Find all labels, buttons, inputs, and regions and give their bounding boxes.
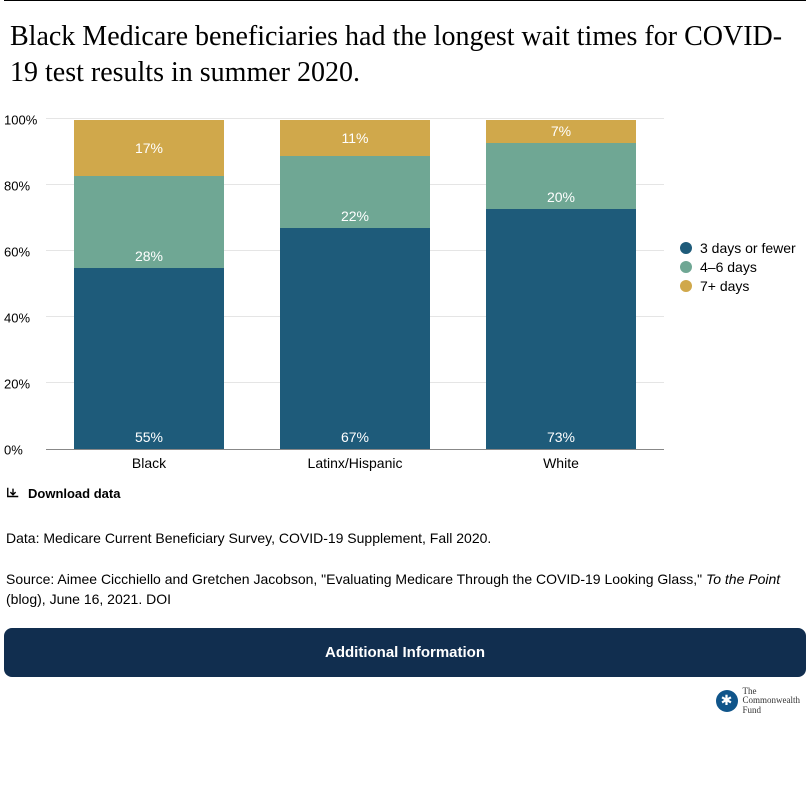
bar-segment: 11%	[280, 120, 430, 156]
legend-label: 4–6 days	[700, 259, 757, 275]
plot-area: 17%28%55%Black 11%22%67%Latinx/Hispanic 7%…	[46, 120, 664, 450]
y-tick-label: 80%	[4, 178, 30, 193]
download-label: Download data	[28, 486, 120, 501]
legend-label: 7+ days	[700, 278, 749, 294]
bar-segment: 28%	[74, 176, 224, 268]
bar-segment: 17%	[74, 120, 224, 176]
download-data-button[interactable]: Download data	[0, 472, 810, 501]
y-tick-label: 60%	[4, 244, 30, 259]
legend-item: 3 days or fewer	[680, 240, 796, 256]
bar-segment: 7%	[486, 120, 636, 143]
source-italic: To the Point	[706, 571, 780, 587]
x-tick-label: White	[543, 455, 579, 471]
source-suffix: (blog), June 16, 2021. DOI	[6, 591, 171, 607]
bar-column: 7%20%73%White	[486, 120, 636, 449]
x-tick-label: Latinx/Hispanic	[308, 455, 403, 471]
legend-item: 7+ days	[680, 278, 796, 294]
legend: 3 days or fewer 4–6 days 7+ days	[664, 112, 796, 297]
y-tick-label: 0%	[4, 442, 23, 457]
bars-group: 17%28%55%Black 11%22%67%Latinx/Hispanic 7%…	[46, 120, 664, 449]
legend-swatch	[680, 242, 692, 254]
chart-area: 0%20%40%60%80%100% 17%28%55%Black11%22%6…	[4, 112, 664, 472]
commonwealth-fund-icon: ✱	[716, 690, 738, 712]
legend-label: 3 days or fewer	[700, 240, 796, 256]
bar-segment: 55%	[74, 268, 224, 449]
bar-column: 17%28%55%Black	[74, 120, 224, 449]
legend-item: 4–6 days	[680, 259, 796, 275]
bar-segment: 20%	[486, 143, 636, 209]
y-tick-label: 100%	[4, 112, 37, 127]
chart-container: Black Medicare beneficiaries had the lon…	[0, 0, 810, 716]
y-tick-label: 20%	[4, 376, 30, 391]
y-tick-label: 40%	[4, 310, 30, 325]
download-icon	[6, 486, 20, 500]
bar-segment: 22%	[280, 156, 430, 228]
gridline	[46, 118, 664, 119]
source-prefix: Source: Aimee Cicchiello and Gretchen Ja…	[6, 571, 706, 587]
chart-title: Black Medicare beneficiaries had the lon…	[0, 1, 810, 102]
logo-text: The Commonwealth Fund	[743, 687, 801, 717]
legend-swatch	[680, 261, 692, 273]
logo-row: ✱ The Commonwealth Fund	[0, 677, 810, 717]
logo-line3: Fund	[743, 706, 801, 716]
additional-information-button[interactable]: Additional Information	[4, 628, 806, 677]
bar-segment: 73%	[486, 209, 636, 449]
chart-wrap: 0%20%40%60%80%100% 17%28%55%Black11%22%6…	[0, 102, 810, 472]
data-note: Data: Medicare Current Beneficiary Surve…	[0, 529, 810, 549]
bar-segment: 67%	[280, 228, 430, 448]
legend-swatch	[680, 280, 692, 292]
x-tick-label: Black	[132, 455, 166, 471]
bar-column: 11%22%67%Latinx/Hispanic	[280, 120, 430, 449]
source-note: Source: Aimee Cicchiello and Gretchen Ja…	[0, 570, 810, 609]
